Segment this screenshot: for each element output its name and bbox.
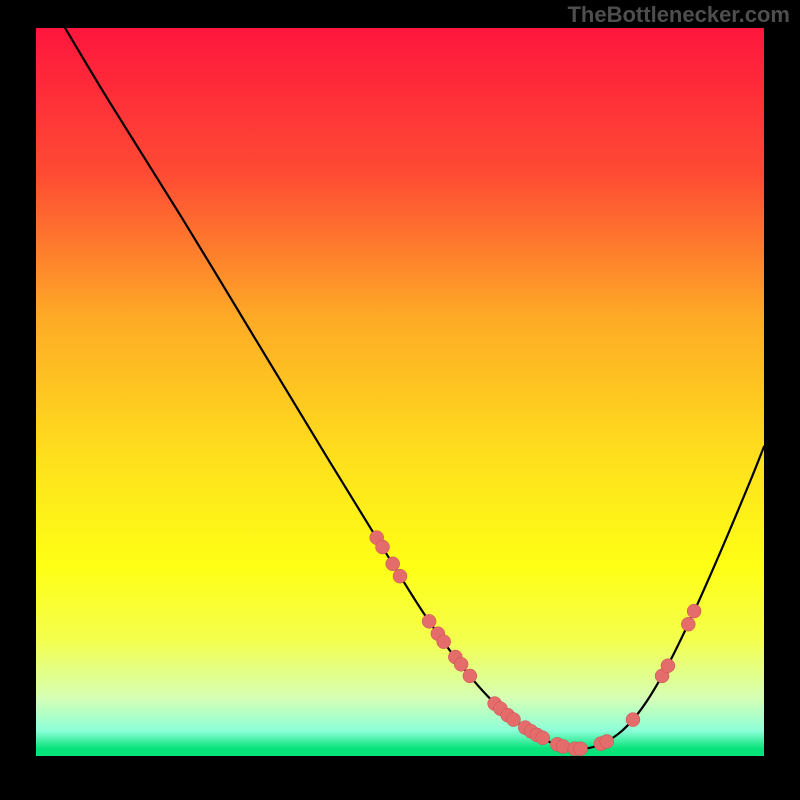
gradient-background [36, 28, 764, 756]
data-marker [536, 731, 550, 745]
data-marker [422, 614, 436, 628]
data-marker [386, 557, 400, 571]
bottleneck-curve-chart [0, 0, 800, 800]
data-marker [681, 617, 695, 631]
data-marker [507, 713, 521, 727]
data-marker [376, 540, 390, 554]
data-marker [454, 657, 468, 671]
data-marker [437, 635, 451, 649]
data-marker [574, 742, 588, 756]
data-marker [661, 659, 675, 673]
data-marker [463, 669, 477, 683]
chart-stage: TheBottlenecker.com [0, 0, 800, 800]
data-marker [600, 734, 614, 748]
data-marker [687, 604, 701, 618]
data-marker [393, 569, 407, 583]
data-marker [626, 713, 640, 727]
